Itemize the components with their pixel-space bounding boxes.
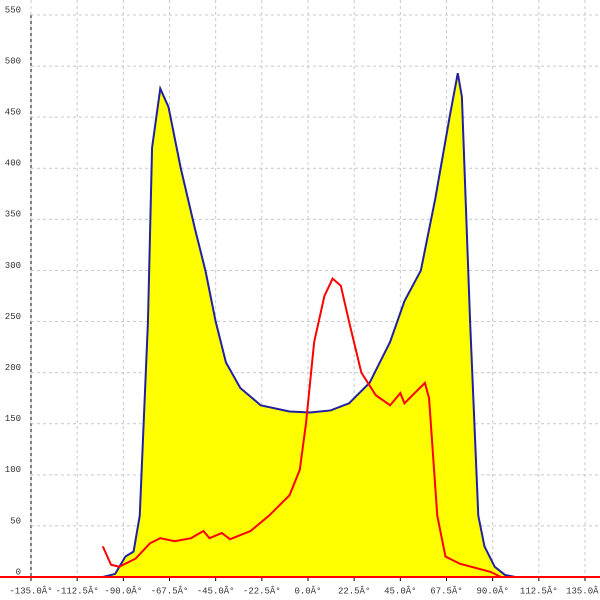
y-tick-label: 350 xyxy=(5,210,21,220)
x-tick-label: 0.0Â° xyxy=(294,585,321,596)
x-tick-label: -45.0Â° xyxy=(197,585,235,596)
y-tick-label: 550 xyxy=(5,5,21,15)
x-tick-label: 90.0Â° xyxy=(476,585,508,596)
x-tick-label: 67.5Â° xyxy=(430,585,462,596)
line xyxy=(102,73,516,578)
x-tick-label: -135.0Â° xyxy=(9,585,52,596)
line xyxy=(101,277,502,578)
x-tick-label: -90.0Â° xyxy=(104,585,142,596)
y-tick-label: 150 xyxy=(5,414,21,424)
y-tick-label: 300 xyxy=(5,261,21,271)
y-tick-label: 200 xyxy=(5,363,21,373)
y-tick-label: 400 xyxy=(5,159,21,169)
x-tick-label: -112.5Â° xyxy=(56,585,99,596)
area xyxy=(102,73,516,577)
y-tick-label: 50 xyxy=(10,516,21,526)
y-tick-label: 250 xyxy=(5,312,21,322)
y-tick-label: 500 xyxy=(5,56,21,66)
x-tick-label: -22.5Â° xyxy=(243,585,281,596)
y-tick-label: 100 xyxy=(5,465,21,475)
x-tick-label: 22.5Â° xyxy=(338,585,370,596)
y-tick-label: 0 xyxy=(16,567,21,577)
x-tick-label: 112.5Â° xyxy=(520,585,558,596)
x-tick-label: 45.0Â° xyxy=(384,585,416,596)
x-tick-label: -67.5Â° xyxy=(151,585,189,596)
y-tick-label: 450 xyxy=(5,108,21,118)
x-tick-label: 135.0Â° xyxy=(566,585,600,596)
